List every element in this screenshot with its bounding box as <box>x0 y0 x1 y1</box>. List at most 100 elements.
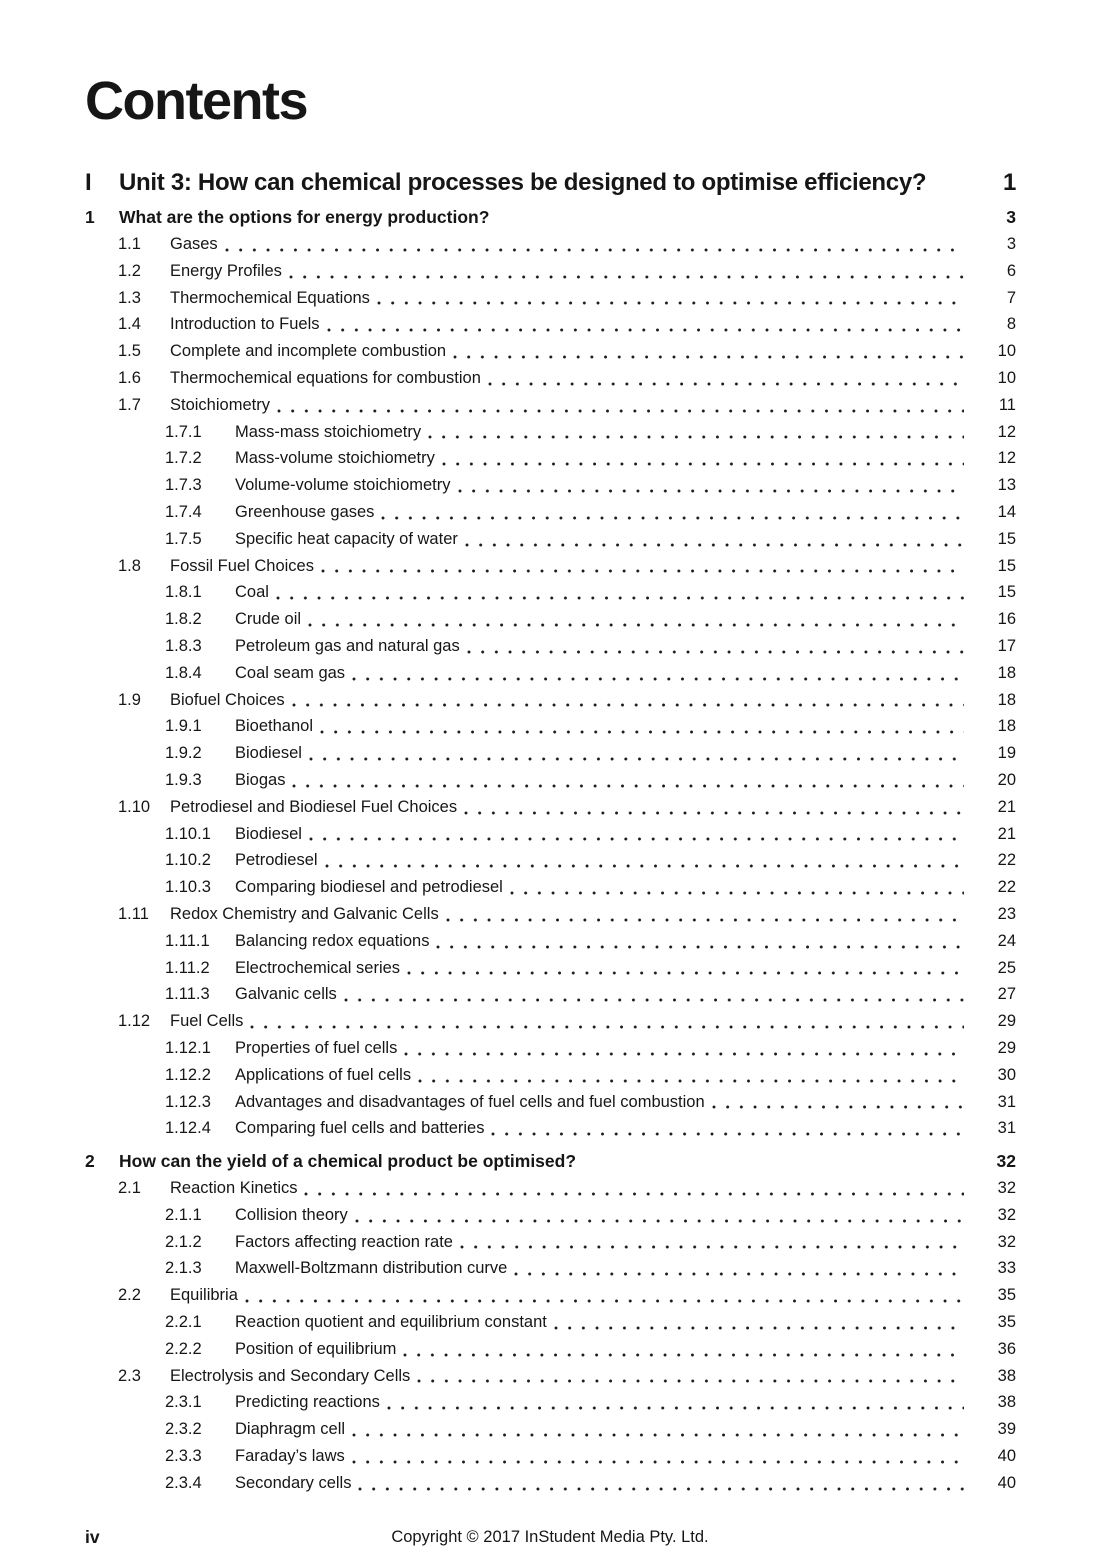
toc-entry-number: 1.7.5 <box>165 529 202 548</box>
toc-entry: 2.3.4 Secondary cells 40 <box>85 1469 1016 1497</box>
toc-entry-title: Volume-volume stoichiometry <box>235 476 451 495</box>
toc-entry-number: 2.3.3 <box>165 1447 202 1466</box>
toc-entry-page: 15 <box>997 529 1016 548</box>
toc-entry-title: Petrodiesel and Biodiesel Fuel Choices <box>170 797 458 816</box>
toc-entry: 1.11 Redox Chemistry and Galvanic Cells … <box>85 900 1016 928</box>
toc-entry: 1.7.3 Volume-volume stoichiometry 13 <box>85 472 1016 499</box>
toc-entry-number: 1.10.3 <box>165 878 211 897</box>
toc-entry-number: 2.1.3 <box>165 1259 202 1278</box>
dot-leader <box>441 445 964 473</box>
toc-entry-number: 1.9.3 <box>165 770 202 789</box>
toc-chapter-title: What are the options for energy producti… <box>119 207 490 227</box>
dot-leader <box>459 1228 964 1256</box>
toc-entry: 2.3 Electrolysis and Secondary Cells 38 <box>85 1362 1016 1390</box>
dot-leader <box>354 1201 964 1229</box>
toc-entry-number: 1.8.3 <box>165 636 202 655</box>
toc-entry-title: Stoichiometry <box>170 395 270 414</box>
toc-entry: 1.11.2 Electrochemical series 25 <box>85 954 1016 982</box>
dot-leader <box>514 1255 964 1283</box>
toc-entry-title: Greenhouse gases <box>235 502 375 521</box>
footer-copyright: Copyright © 2017 InStudent Media Pty. Lt… <box>391 1528 709 1546</box>
toc-entry-title: Mass-volume stoichiometry <box>235 449 435 468</box>
toc-entry-page: 40 <box>997 1473 1016 1492</box>
toc-entry-title: Thermochemical Equations <box>170 288 370 307</box>
toc-entry-page: 14 <box>997 502 1016 521</box>
toc-entry-page: 17 <box>997 636 1016 655</box>
toc-entry-title: Gases <box>170 235 218 253</box>
toc-entry-title: Collision theory <box>235 1205 348 1224</box>
toc-entry-page: 33 <box>997 1259 1016 1278</box>
toc-entry-page: 31 <box>997 1119 1016 1138</box>
toc-entry-page: 22 <box>997 878 1016 897</box>
toc-entry-title: Coal <box>235 583 269 602</box>
toc-entry: 1.5 Complete and incomplete combustion 1… <box>85 338 1016 365</box>
toc-chapter-heading: 2 How can the yield of a chemical produc… <box>85 1148 1016 1175</box>
toc-entry-page: 16 <box>997 610 1016 629</box>
toc-entry-number: 1.3 <box>118 288 141 307</box>
toc-entry-page: 27 <box>997 985 1016 1004</box>
toc-entry-title: Fossil Fuel Choices <box>170 556 314 575</box>
dot-leader <box>711 1088 964 1116</box>
dot-leader <box>445 900 964 928</box>
toc-entry: 1.6 Thermochemical equations for combust… <box>85 364 1016 392</box>
toc-entry-number: 1.9.2 <box>165 744 202 763</box>
toc-entry-page: 10 <box>997 342 1016 361</box>
dot-leader <box>291 686 964 714</box>
toc-entry-page: 18 <box>997 663 1016 682</box>
toc-entry-page: 15 <box>997 583 1016 602</box>
dot-leader <box>308 820 964 848</box>
toc-entry-number: 1.12.4 <box>165 1119 211 1138</box>
toc-entry-title: Faraday’s laws <box>235 1447 345 1466</box>
toc-entry: 1.12.2 Applications of fuel cells 30 <box>85 1061 1016 1089</box>
toc-entry-title: Thermochemical equations for combustion <box>170 368 481 387</box>
toc-entry-number: 2.3.2 <box>165 1420 202 1439</box>
dot-leader <box>418 1061 964 1089</box>
toc-entry: 1.8 Fossil Fuel Choices 15 <box>85 552 1016 580</box>
toc-entry: 1.7.4 Greenhouse gases 14 <box>85 498 1016 526</box>
toc-entry-number: 2.2.2 <box>165 1339 202 1358</box>
toc-entry-title: Energy Profiles <box>170 261 282 280</box>
toc-entry-number: 1.7.1 <box>165 422 202 441</box>
toc-entry-title: Maxwell-Boltzmann distribution curve <box>235 1259 508 1278</box>
toc-entry-number: 2.2 <box>118 1286 141 1305</box>
toc-entry-page: 10 <box>997 368 1016 387</box>
toc-entry-number: 1.7.4 <box>165 502 202 521</box>
dot-leader <box>464 793 964 821</box>
dot-leader <box>376 284 964 312</box>
toc-entry-title: Biofuel Choices <box>170 690 285 709</box>
toc-entry: 2.2 Equilibria 35 <box>85 1282 1016 1310</box>
toc-entry-title: Factors affecting reaction rate <box>235 1232 453 1251</box>
toc-entry: 2.1 Reaction Kinetics 32 <box>85 1175 1016 1202</box>
toc-entry: 1.12.1 Properties of fuel cells 29 <box>85 1034 1016 1062</box>
toc-entry: 2.3.1 Predicting reactions 38 <box>85 1389 1016 1417</box>
toc-entry: 1.7.5 Specific heat capacity of water 15 <box>85 525 1016 553</box>
toc-entry-title: Crude oil <box>235 610 302 629</box>
toc-entry-title: Comparing fuel cells and batteries <box>235 1119 485 1138</box>
dot-leader <box>343 981 964 1009</box>
toc-entry-page: 30 <box>997 1065 1016 1084</box>
toc-entry-number: 1.12.3 <box>165 1092 211 1111</box>
toc-part-title: Unit 3: How can chemical processes be de… <box>119 169 927 196</box>
toc-entry-number: 1.6 <box>118 368 141 387</box>
dot-leader <box>491 1115 964 1143</box>
spacer <box>926 168 972 198</box>
toc-entry-page: 38 <box>997 1366 1016 1385</box>
toc-entry-title: Complete and incomplete combustion <box>170 342 447 361</box>
toc-entry: 1.8.3 Petroleum gas and natural gas 17 <box>85 632 1016 660</box>
toc-entry-page: 29 <box>997 1012 1016 1031</box>
toc-entry: 1.11.3 Galvanic cells 27 <box>85 981 1016 1009</box>
toc-entry-page: 21 <box>997 824 1016 843</box>
toc-entry-page: 31 <box>997 1092 1016 1111</box>
toc-entry-title: Reaction quotient and equilibrium consta… <box>235 1313 547 1332</box>
toc-entry-number: 2.3.4 <box>165 1473 202 1492</box>
toc-chapter-title: How can the yield of a chemical product … <box>119 1151 577 1172</box>
toc-entry-number: 1.11.1 <box>165 931 210 950</box>
toc-entry-number: 1.12.2 <box>165 1065 211 1084</box>
dot-leader <box>381 498 964 526</box>
toc-entry-page: 24 <box>997 931 1016 950</box>
toc-entry-title: Reaction Kinetics <box>170 1179 298 1198</box>
toc-entry: 2.2.2 Position of equilibrium 36 <box>85 1335 1016 1363</box>
toc-entry-title: Galvanic cells <box>235 985 337 1004</box>
toc-part-page: 1 <box>1002 169 1016 196</box>
dot-leader <box>326 311 964 339</box>
